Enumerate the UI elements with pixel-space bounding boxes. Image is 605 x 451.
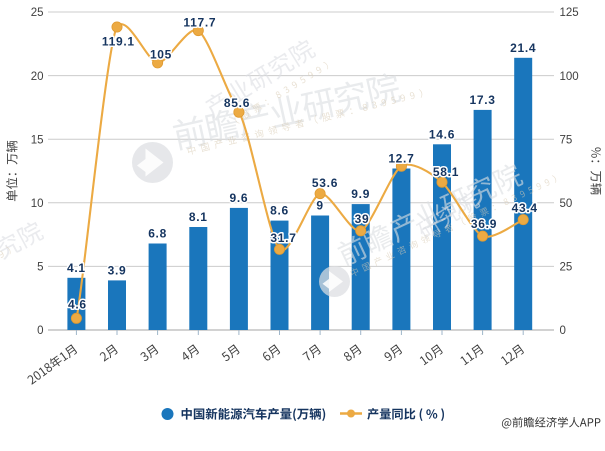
svg-text:31.7: 31.7 bbox=[270, 231, 296, 245]
svg-text:4.1: 4.1 bbox=[67, 261, 86, 275]
svg-text:53.6: 53.6 bbox=[312, 176, 338, 190]
svg-text:0: 0 bbox=[37, 325, 43, 337]
svg-text:100: 100 bbox=[560, 71, 579, 83]
svg-text:5: 5 bbox=[37, 262, 43, 274]
svg-text:9: 9 bbox=[316, 199, 323, 213]
svg-text:21.4: 21.4 bbox=[510, 41, 536, 55]
svg-text:0: 0 bbox=[560, 325, 566, 337]
svg-text:50: 50 bbox=[560, 198, 573, 210]
svg-text:17.3: 17.3 bbox=[470, 93, 496, 107]
svg-text:117.7: 117.7 bbox=[183, 16, 216, 30]
svg-text:125: 125 bbox=[560, 7, 579, 19]
svg-text:25: 25 bbox=[560, 262, 573, 274]
svg-text:36.9: 36.9 bbox=[471, 217, 497, 231]
svg-text:9.9: 9.9 bbox=[351, 187, 370, 201]
svg-text:39: 39 bbox=[355, 212, 370, 226]
svg-text:15: 15 bbox=[31, 134, 44, 146]
svg-text:20: 20 bbox=[31, 71, 44, 83]
svg-text:6.8: 6.8 bbox=[148, 227, 167, 241]
svg-text:105: 105 bbox=[150, 47, 172, 61]
svg-text:119.1: 119.1 bbox=[102, 35, 135, 49]
svg-text:12.7: 12.7 bbox=[388, 152, 414, 166]
svg-text:8.6: 8.6 bbox=[270, 204, 289, 218]
svg-text:9.6: 9.6 bbox=[230, 191, 249, 205]
svg-text:10: 10 bbox=[31, 198, 44, 210]
svg-text:58.1: 58.1 bbox=[433, 165, 459, 179]
svg-text:25: 25 bbox=[31, 7, 44, 19]
svg-text:3.9: 3.9 bbox=[108, 263, 127, 277]
svg-text:85.6: 85.6 bbox=[224, 96, 250, 110]
svg-text:75: 75 bbox=[560, 134, 573, 146]
svg-text:14.6: 14.6 bbox=[429, 127, 455, 141]
svg-text:4.6: 4.6 bbox=[68, 298, 87, 312]
svg-text:43.4: 43.4 bbox=[512, 201, 538, 215]
svg-text:8.1: 8.1 bbox=[189, 210, 208, 224]
